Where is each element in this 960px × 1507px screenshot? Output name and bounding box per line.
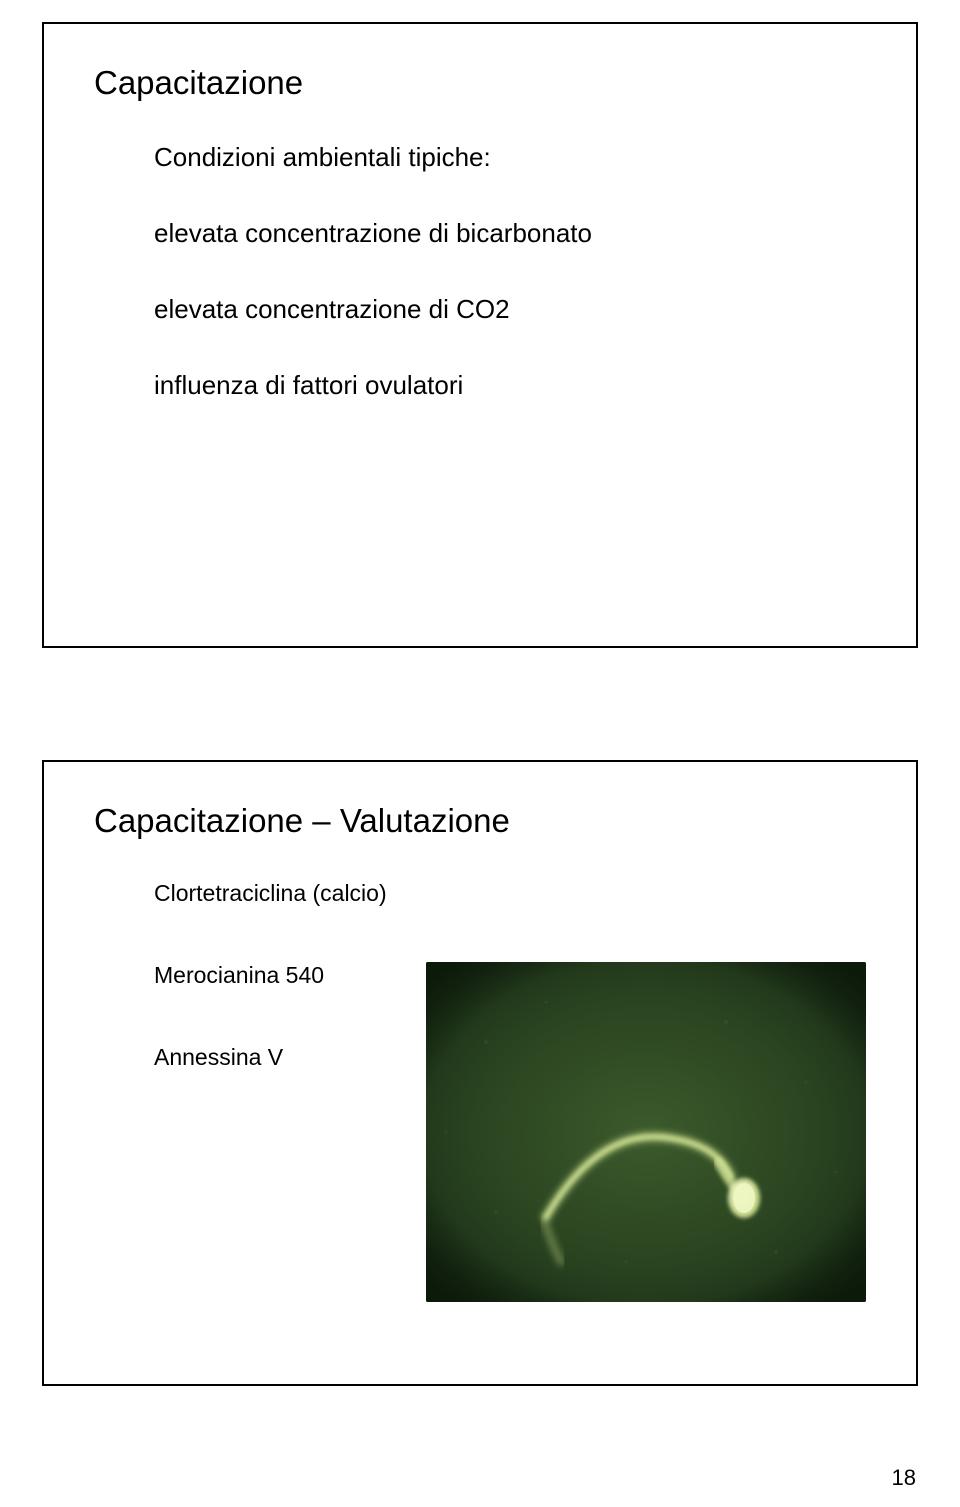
slide-capacitazione-condizioni: Capacitazione Condizioni ambientali tipi… <box>42 22 918 648</box>
slide2-item: Clortetraciclina (calcio) <box>154 880 866 907</box>
slide2-title: Capacitazione – Valutazione <box>94 802 866 840</box>
slide1-bullet: elevata concentrazione di bicarbonato <box>154 218 866 249</box>
slide1-subtitle: Condizioni ambientali tipiche: <box>154 142 866 173</box>
fluorescence-micrograph <box>426 962 866 1302</box>
slide1-bullet: elevata concentrazione di CO2 <box>154 294 866 325</box>
slide-capacitazione-valutazione: Capacitazione – Valutazione Clortetracic… <box>42 760 918 1386</box>
slide1-title: Capacitazione <box>94 64 866 102</box>
micrograph-svg <box>426 962 866 1302</box>
page-number: 18 <box>892 1465 916 1491</box>
slide1-bullet: influenza di fattori ovulatori <box>154 370 866 401</box>
